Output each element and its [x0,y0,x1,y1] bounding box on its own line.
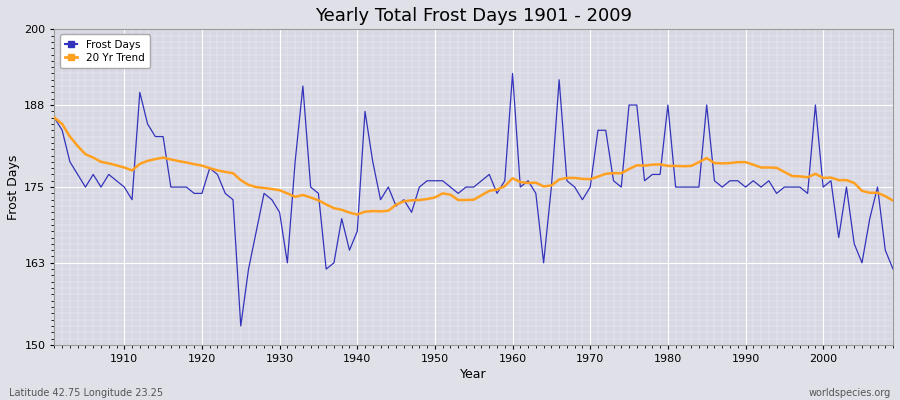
Text: worldspecies.org: worldspecies.org [809,388,891,398]
Y-axis label: Frost Days: Frost Days [7,154,20,220]
Title: Yearly Total Frost Days 1901 - 2009: Yearly Total Frost Days 1901 - 2009 [315,7,632,25]
Text: Latitude 42.75 Longitude 23.25: Latitude 42.75 Longitude 23.25 [9,388,163,398]
X-axis label: Year: Year [461,368,487,381]
Legend: Frost Days, 20 Yr Trend: Frost Days, 20 Yr Trend [59,34,149,68]
